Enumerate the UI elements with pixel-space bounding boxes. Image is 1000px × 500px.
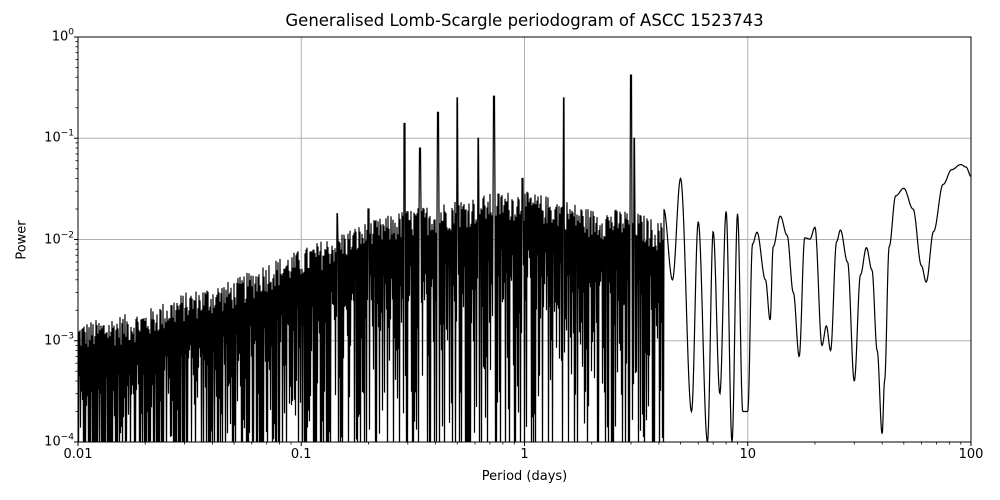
- x-tick-label: 0.01: [63, 447, 93, 462]
- y-tick-label: 10−2: [44, 230, 74, 247]
- chart-title: Generalised Lomb-Scargle periodogram of …: [285, 11, 764, 30]
- y-tick-label: 10−3: [44, 331, 74, 349]
- x-tick-label: 0.1: [290, 447, 312, 462]
- y-tick-label: 10−1: [44, 128, 74, 146]
- y-tick-label: 10−4: [44, 432, 74, 450]
- x-axis-label: Period (days): [481, 469, 568, 484]
- x-tick-label: 100: [958, 447, 984, 462]
- x-tick-label: 10: [739, 447, 757, 462]
- y-axis-label: Power: [14, 220, 30, 260]
- axes-frame: [77, 36, 972, 443]
- x-tick-label: 1: [520, 447, 529, 462]
- y-tick-label: 100: [51, 27, 74, 45]
- periodogram-line: [78, 74, 971, 442]
